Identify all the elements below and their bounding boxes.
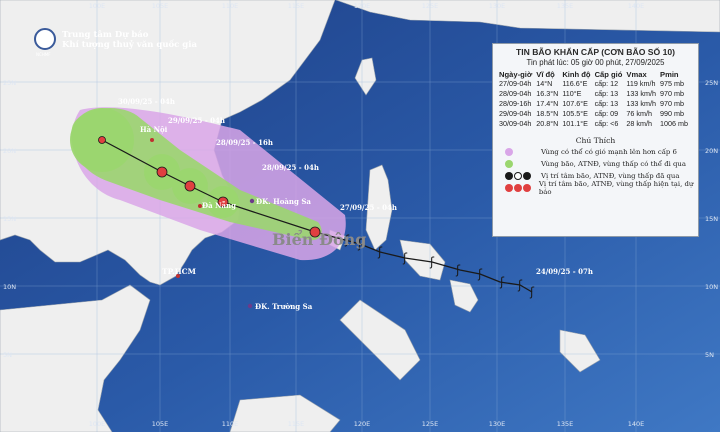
lat-axis-labels: 25N 20N 15N 10N 5N 25N 20N 15N 10N 5N: [3, 79, 718, 359]
svg-text:125E: 125E: [422, 420, 439, 428]
svg-text:120E: 120E: [354, 2, 371, 10]
truongsa-marker: [247, 303, 253, 309]
track-label-t2: 28/09/25 - 16h: [216, 138, 273, 147]
forecast-table: Ngày-giờ Vĩ độ Kinh độ Cấp gió Vmax Pmin…: [497, 70, 690, 129]
svg-text:ʃ: ʃ: [499, 275, 505, 289]
hanoi-marker: [150, 138, 154, 142]
truongsa-label: ĐK. Trường Sa: [255, 302, 313, 311]
legend-title: Chú Thích: [575, 136, 616, 145]
track-label-t0: 27/09/25 - 04h: [340, 203, 397, 212]
table-row: 30/09-04h 20.8°N 101.1°E cấp: <6 28 km/h 1006…: [499, 119, 688, 128]
svg-text:110E: 110E: [222, 2, 239, 10]
svg-text:115E: 115E: [288, 2, 305, 10]
table-row: 28/09-16h 17.4°N 107.6°E cấp: 13 133 km/h 970…: [499, 99, 684, 108]
svg-text:ʃ: ʃ: [477, 267, 483, 281]
past-track-points: ʃ ʃʃ ʃ ʃʃ ʃʃ ʃ ʃ: [344, 233, 535, 299]
svg-text:ʃ: ʃ: [455, 263, 461, 277]
svg-text:135E: 135E: [557, 420, 574, 428]
legend-item-cone-zone: Vùng bão, ATNĐ, vùng thấp có thể đi qua: [505, 159, 698, 169]
svg-text:ʃ: ʃ: [377, 245, 383, 259]
bulletin-panel: TIN BÃO KHẨN CẤP (CƠN BÃO SỐ 10) Tin phá…: [492, 43, 699, 237]
green-dot-icon: [505, 160, 513, 168]
bulletin-issued: Tin phát lúc: 05 giờ 00 phút, 27/09/2025: [526, 58, 665, 67]
forecast-points: [98, 136, 321, 238]
svg-text:ʃ: ʃ: [402, 251, 408, 265]
hoangsa-marker: [249, 198, 255, 204]
svg-text:10N: 10N: [705, 283, 718, 291]
svg-text:130E: 130E: [489, 2, 506, 10]
svg-text:140E: 140E: [628, 2, 645, 10]
legend-item-wind-zone: Vùng có thể có gió mạnh lên hơn cấp 6: [505, 147, 698, 157]
svg-text:ʃ: ʃ: [357, 237, 363, 251]
danang-marker: [198, 204, 202, 208]
table-row: 27/09-04h 14°N 116.6°E cấp: 12 119 km/h 975 m…: [499, 79, 684, 88]
col-header-level: Cấp gió: [594, 70, 623, 79]
lon-axis-labels: 100E 105E 110E 115E 120E 125E 130E 135E 140E…: [89, 2, 645, 428]
svg-text:ʃ: ʃ: [529, 285, 535, 299]
svg-text:ʃ: ʃ: [429, 255, 435, 269]
track-label-past: 24/09/25 - 07h: [536, 267, 593, 276]
hanoi-label: Hà Nội: [140, 125, 168, 134]
svg-text:5N: 5N: [3, 351, 12, 359]
svg-text:105E: 105E: [152, 420, 169, 428]
svg-text:135E: 135E: [557, 2, 574, 10]
past-storm-symbols-icon: [505, 171, 541, 181]
hcm-label: TP.HCM: [162, 267, 196, 276]
col-header-lon: Kinh độ: [562, 70, 591, 79]
bulletin-title: TIN BÃO KHẨN CẤP (CƠN BÃO SỐ 10): [515, 47, 675, 57]
forecast-storm-symbols-icon: [505, 183, 539, 193]
svg-text:105E: 105E: [152, 2, 169, 10]
nchmf-logo-icon: [34, 28, 56, 50]
table-row: 29/09-04h 18.5°N 105.5°E cấp: 09 76 km/h 990 …: [499, 109, 684, 118]
legend-item-past-position: Vị trí tâm bão, ATNĐ, vùng thấp đã qua: [505, 171, 698, 181]
sea-name-label: Biển Đông: [272, 228, 366, 249]
past-track-line: [314, 231, 533, 293]
svg-text:115E: 115E: [288, 420, 305, 428]
svg-text:25N: 25N: [3, 79, 16, 87]
table-header-row: Ngày-giờ Vĩ độ Kinh độ Cấp gió Vmax Pmin: [497, 70, 690, 79]
track-label-t4: 30/09/25 - 04h: [118, 97, 175, 106]
legend-item-forecast-position: Vị trí tâm bão, ATNĐ, vùng thấp hiện tại…: [505, 180, 698, 196]
svg-text:ʃ: ʃ: [344, 233, 350, 247]
svg-text:110E: 110E: [222, 420, 239, 428]
col-header-lat: Vĩ độ: [536, 70, 555, 79]
svg-text:25N: 25N: [705, 79, 718, 87]
org-abbr: NCHMF: [36, 52, 51, 57]
svg-text:100E: 100E: [89, 2, 106, 10]
col-header-time: Ngày-giờ: [499, 70, 533, 79]
svg-text:5N: 5N: [705, 351, 714, 359]
svg-text:120E: 120E: [354, 420, 371, 428]
svg-text:ʃ: ʃ: [517, 278, 523, 292]
svg-text:15N: 15N: [705, 215, 718, 223]
svg-text:15N: 15N: [3, 215, 16, 223]
danang-label: Đà Nẵng: [202, 201, 236, 210]
svg-text:20N: 20N: [705, 147, 718, 155]
track-label-t3: 29/09/25 - 04h: [168, 116, 225, 125]
table-row: 28/09-04h 16.3°N 110°E cấp: 13 133 km/h 970 m…: [499, 89, 684, 98]
svg-text:130E: 130E: [489, 420, 506, 428]
hoangsa-label: ĐK. Hoàng Sa: [256, 197, 311, 206]
track-label-t1: 28/09/25 - 04h: [262, 163, 319, 172]
col-header-vmax: Vmax: [626, 70, 647, 79]
org-name-line1: Trung tâm Dự báo: [62, 30, 149, 40]
org-name-line2: Khí tượng thuỷ văn quốc gia: [62, 40, 197, 50]
svg-text:20N: 20N: [3, 147, 16, 155]
hcm-marker: [176, 274, 180, 278]
purple-dot-icon: [505, 148, 513, 156]
svg-text:140E: 140E: [628, 420, 645, 428]
col-header-pmin: Pmin: [660, 70, 679, 79]
svg-text:125E: 125E: [422, 2, 439, 10]
svg-text:100E: 100E: [89, 420, 106, 428]
svg-text:10N: 10N: [3, 283, 16, 291]
